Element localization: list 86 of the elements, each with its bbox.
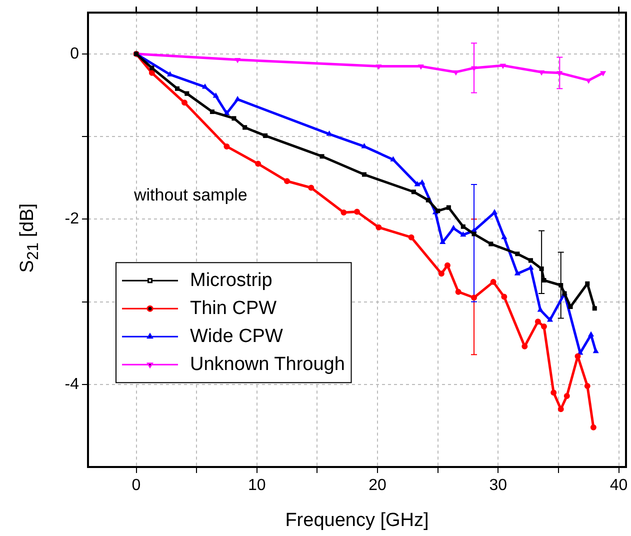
point	[538, 307, 544, 312]
point	[492, 210, 498, 214]
point	[502, 234, 507, 240]
point	[184, 91, 190, 96]
point	[515, 252, 520, 256]
point	[528, 258, 533, 263]
x-tick-label: 40	[610, 477, 628, 494]
point	[600, 71, 606, 76]
point	[514, 270, 520, 276]
point	[460, 224, 466, 229]
point	[453, 70, 459, 76]
annotation: without sample	[133, 185, 248, 204]
legend-label: Unknown Through	[190, 354, 345, 375]
point	[540, 324, 547, 330]
x-tick-label: 10	[248, 477, 266, 494]
point	[501, 294, 508, 300]
point	[460, 232, 466, 237]
point	[340, 210, 347, 216]
point	[320, 154, 324, 159]
point	[542, 278, 546, 283]
point	[234, 58, 240, 63]
point	[592, 306, 597, 311]
point	[588, 332, 594, 337]
point	[436, 208, 440, 214]
point	[376, 224, 382, 230]
point	[213, 93, 219, 98]
point	[564, 392, 570, 399]
point	[408, 234, 414, 240]
point	[210, 109, 215, 114]
point	[174, 86, 180, 91]
point	[376, 64, 382, 70]
point	[528, 264, 534, 270]
point	[547, 316, 553, 322]
legend-label: Wide CPW	[190, 326, 283, 347]
point	[500, 64, 506, 68]
point	[308, 184, 314, 191]
point	[488, 242, 494, 246]
point	[534, 318, 541, 325]
x-tick-label: 20	[368, 477, 387, 494]
point	[539, 266, 544, 271]
point	[471, 294, 478, 301]
point	[593, 348, 599, 354]
point	[550, 390, 557, 396]
point	[471, 66, 477, 71]
point	[446, 205, 451, 210]
point	[242, 125, 248, 130]
point	[414, 181, 420, 186]
point	[444, 262, 450, 268]
point	[522, 343, 528, 350]
point	[574, 353, 581, 360]
point	[202, 84, 208, 89]
legend-label: Microstrip	[190, 270, 272, 291]
x-tick-label: 30	[489, 477, 508, 494]
legend-label: Thin CPW	[190, 298, 277, 319]
point	[224, 143, 230, 150]
point	[362, 172, 367, 177]
point	[568, 304, 573, 309]
point	[455, 288, 462, 295]
y-tick-label: -4	[64, 376, 80, 393]
point	[585, 281, 590, 286]
point	[426, 198, 430, 202]
x-axis-title: Frequency [GHz]	[285, 510, 429, 531]
point	[450, 225, 456, 230]
point	[538, 70, 544, 76]
point	[390, 156, 396, 162]
point	[411, 190, 416, 194]
point	[354, 208, 360, 215]
y-tick-label: -2	[64, 210, 80, 228]
point	[590, 424, 596, 430]
point	[255, 160, 262, 167]
point	[556, 71, 562, 76]
point	[490, 278, 496, 285]
point	[472, 232, 476, 236]
point	[438, 270, 444, 277]
point	[224, 110, 230, 116]
y-tick-label: 0	[70, 45, 80, 62]
x-tick-label: 0	[132, 477, 141, 494]
point	[232, 116, 236, 121]
point	[263, 133, 268, 138]
point	[584, 383, 590, 390]
point	[418, 64, 424, 70]
point	[558, 282, 564, 288]
point	[150, 66, 154, 70]
point	[148, 70, 155, 76]
point	[284, 178, 290, 184]
point	[182, 100, 188, 106]
